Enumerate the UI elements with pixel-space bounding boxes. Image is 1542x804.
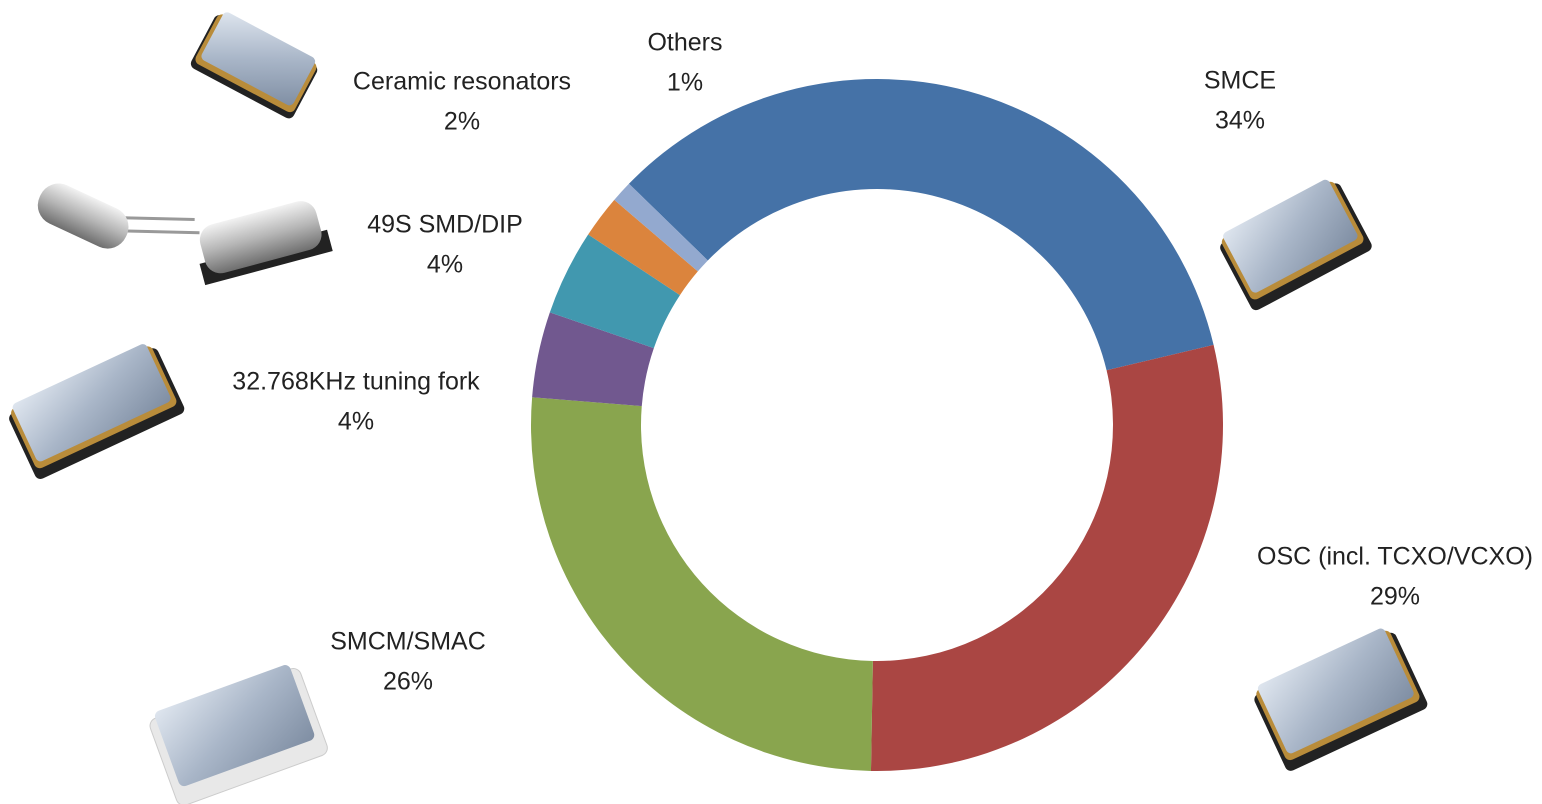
chip-ceramic	[189, 8, 322, 121]
slice-label: OSC (incl. TCXO/VCXO)	[1257, 543, 1533, 571]
chip-tuning-fork	[4, 339, 186, 481]
value-label: 4%	[338, 408, 374, 436]
slice-label: Ceramic resonators	[353, 68, 571, 96]
donut	[531, 79, 1223, 771]
slice-label: 49S SMD/DIP	[367, 211, 523, 239]
value-label: 34%	[1215, 107, 1265, 135]
slice-label: 32.768KHz tuning fork	[232, 368, 480, 396]
value-label: 2%	[444, 108, 480, 136]
slice	[871, 345, 1223, 771]
chip-49s-smd	[190, 196, 332, 285]
chart: SMCE 34% OSC (incl. TCXO/VCXO) 29% SMCM/SMAC…	[0, 0, 1542, 804]
value-label: 29%	[1370, 583, 1420, 611]
chip-49s-dip	[31, 156, 203, 283]
chip-osc	[1249, 624, 1429, 773]
slice-label: Others	[647, 29, 722, 57]
slice-label: SMCM/SMAC	[330, 628, 486, 656]
value-label: 26%	[383, 668, 433, 696]
chip-smcm	[146, 661, 330, 804]
slice	[531, 397, 873, 771]
value-label: 1%	[667, 69, 703, 97]
slice-label: SMCE	[1204, 67, 1276, 95]
value-label: 4%	[427, 251, 463, 279]
chip-smce	[1214, 174, 1374, 312]
slice	[629, 79, 1214, 370]
